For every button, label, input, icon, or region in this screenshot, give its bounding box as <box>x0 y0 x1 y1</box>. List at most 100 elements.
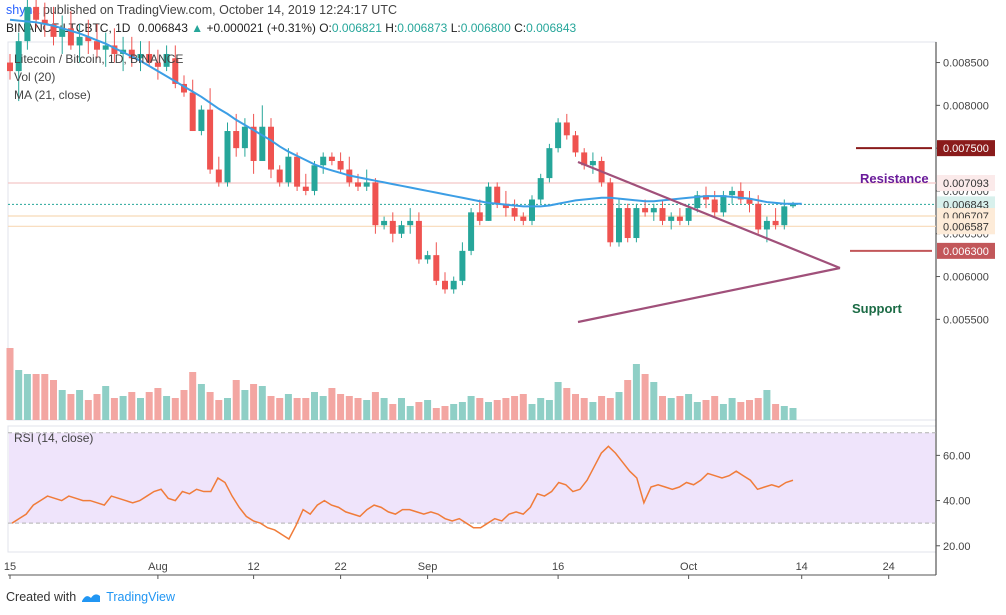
volume-bar <box>76 390 84 420</box>
candle-body <box>85 36 92 42</box>
tradingview-logo-icon <box>82 594 101 602</box>
volume-bar <box>224 398 231 420</box>
volume-bar <box>319 396 327 420</box>
price-tag-bg <box>937 174 995 191</box>
candle-body <box>67 28 74 46</box>
candle-body <box>50 24 57 37</box>
candle-body <box>24 6 31 42</box>
rsi-tick-label: 40.00 <box>943 496 971 508</box>
candle-body <box>33 6 40 20</box>
candle-body <box>285 156 292 183</box>
volume-bar <box>528 404 536 420</box>
volume-bar <box>737 402 745 420</box>
time-tick-label: 14 <box>796 561 808 573</box>
rsi-tick-label: 20.00 <box>943 541 971 553</box>
volume-bar <box>154 388 162 420</box>
candle-body <box>459 250 466 281</box>
time-tick-label: Sep <box>418 561 438 573</box>
volume-bar <box>624 380 632 420</box>
volume-bar <box>189 372 197 420</box>
candle-body <box>772 220 779 226</box>
volume-bar <box>67 394 75 420</box>
price-tag-bg <box>937 242 995 259</box>
volume-bar <box>467 396 475 420</box>
tradingview-brand[interactable]: TradingView <box>106 590 175 604</box>
candle-body <box>154 62 161 67</box>
volume-bar <box>780 406 788 420</box>
time-tick-label: 12 <box>247 561 259 573</box>
candle-body <box>76 36 83 46</box>
volume-bar <box>772 404 780 420</box>
volume-bar <box>102 386 110 420</box>
volume-bar <box>23 374 31 420</box>
triangle-lower-line <box>577 266 841 324</box>
rsi-tick-label: 60.00 <box>943 450 971 462</box>
volume-bar <box>519 394 527 420</box>
author-name[interactable]: shyna <box>6 3 40 17</box>
volume-bar <box>458 402 466 420</box>
support-label: Support <box>852 301 902 316</box>
candle-body <box>676 216 683 221</box>
candle-body <box>650 208 657 213</box>
high-value: 0.006873 <box>397 21 448 35</box>
volume-bar <box>302 398 310 420</box>
candle-body <box>320 156 327 166</box>
volume-bar <box>32 374 40 420</box>
volume-bar <box>493 400 501 420</box>
candle-body <box>407 220 414 226</box>
ohlc-header: BINANCE:LTCBTC, 1D 0.006843 ▲ +0.000021 … <box>6 21 576 35</box>
volume-bar <box>232 380 240 420</box>
volume-bar <box>93 394 101 420</box>
volume-bar <box>398 398 405 420</box>
price-tick-label: 0.008000 <box>943 100 989 112</box>
volume-legend[interactable]: Vol (20) <box>14 70 56 84</box>
candle-body <box>476 212 483 221</box>
volume-bar <box>171 398 179 420</box>
candle-body <box>181 83 187 93</box>
time-tick-label: Oct <box>680 561 697 573</box>
candle-body <box>381 220 388 226</box>
volume-bar <box>659 396 666 420</box>
candle-body <box>363 182 370 187</box>
candle-body <box>389 220 396 234</box>
volume-bar <box>380 398 388 420</box>
time-tick-label: Aug <box>148 561 168 573</box>
candle-body <box>215 169 222 183</box>
volume-bar <box>328 388 336 420</box>
candle-body <box>337 160 344 170</box>
candle-body <box>59 28 66 37</box>
volume-bar <box>693 402 701 420</box>
volume-bar <box>180 390 188 420</box>
candle-body <box>250 126 257 161</box>
candle-body <box>746 199 753 204</box>
candle-body <box>763 220 770 230</box>
ma-legend[interactable]: MA (21, close) <box>14 88 91 102</box>
candle-body <box>259 126 266 161</box>
main-series-legend[interactable]: Litecoin / Bitcoin, 1D, BINANCE <box>14 52 184 66</box>
candle-body <box>328 156 335 161</box>
change-value: +0.000021 (+0.31%) <box>206 21 316 35</box>
rsi-legend[interactable]: RSI (14, close) <box>14 431 94 445</box>
candle-body <box>355 182 361 187</box>
volume-bar <box>293 398 301 420</box>
candle-body <box>172 58 179 84</box>
candle-body <box>711 199 718 213</box>
candle-body <box>563 122 570 136</box>
volume-bar <box>763 390 771 420</box>
volume-bar <box>719 404 727 420</box>
volume-bar <box>606 398 614 420</box>
candle-body <box>494 186 501 204</box>
volume-bar <box>641 374 649 420</box>
time-tick-label: 22 <box>334 561 346 573</box>
volume-bar <box>615 392 623 420</box>
candle-body <box>703 195 709 200</box>
price-tick-label: 0.006000 <box>943 272 989 284</box>
volume-bar <box>667 398 675 420</box>
candle-body <box>398 225 405 234</box>
candle-body <box>607 182 614 243</box>
volume-bar <box>50 380 57 420</box>
volume-bar <box>84 400 92 420</box>
candle-body <box>94 41 100 50</box>
volume-bar <box>432 408 440 420</box>
